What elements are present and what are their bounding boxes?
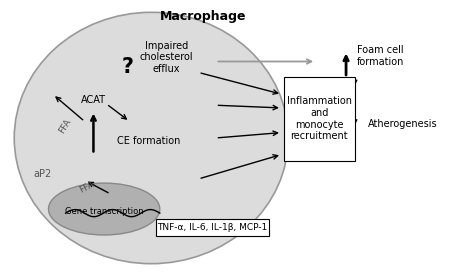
FancyBboxPatch shape [284, 76, 355, 161]
Text: Foam cell
formation: Foam cell formation [357, 45, 404, 67]
Text: Macrophage: Macrophage [159, 10, 246, 23]
Text: Impaired
cholesterol
efflux: Impaired cholesterol efflux [140, 41, 193, 74]
Text: ?: ? [122, 57, 134, 77]
Text: TNF-α, IL-6, IL-1β, MCP-1: TNF-α, IL-6, IL-1β, MCP-1 [157, 223, 267, 232]
Ellipse shape [14, 12, 288, 264]
Text: ACAT: ACAT [81, 95, 106, 105]
FancyBboxPatch shape [156, 219, 269, 236]
Text: aP2: aP2 [33, 169, 51, 179]
Ellipse shape [49, 183, 160, 235]
Text: Gene transcription: Gene transcription [65, 207, 144, 216]
Text: CE formation: CE formation [117, 136, 181, 146]
Text: Atherogenesis: Atherogenesis [368, 119, 437, 129]
Text: FFA: FFA [78, 180, 96, 195]
Text: FFA: FFA [57, 117, 73, 135]
Text: Inflammation
and
monocyte
recruitment: Inflammation and monocyte recruitment [287, 97, 352, 141]
